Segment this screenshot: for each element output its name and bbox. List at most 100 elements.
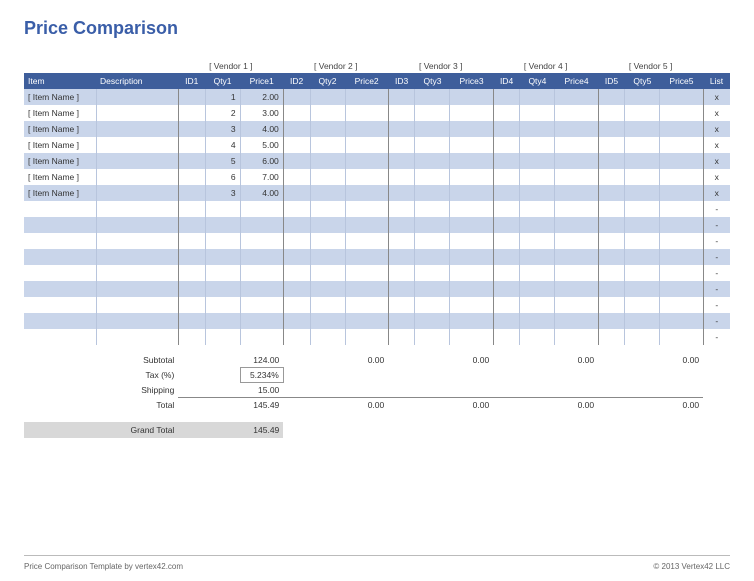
- table-cell[interactable]: [415, 249, 450, 265]
- table-cell[interactable]: [415, 201, 450, 217]
- table-cell[interactable]: [178, 233, 205, 249]
- table-cell[interactable]: [520, 265, 555, 281]
- table-cell[interactable]: [178, 105, 205, 121]
- table-cell[interactable]: [310, 105, 345, 121]
- table-cell[interactable]: [520, 297, 555, 313]
- table-cell[interactable]: 5.00: [240, 137, 283, 153]
- table-cell[interactable]: [598, 217, 625, 233]
- table-cell[interactable]: [625, 169, 660, 185]
- table-cell[interactable]: [310, 121, 345, 137]
- table-cell[interactable]: [240, 249, 283, 265]
- table-cell[interactable]: [493, 217, 520, 233]
- table-cell[interactable]: [96, 233, 178, 249]
- table-cell[interactable]: [598, 121, 625, 137]
- table-cell[interactable]: [ Item Name ]: [24, 89, 96, 105]
- table-cell[interactable]: [450, 201, 493, 217]
- table-cell[interactable]: [555, 89, 598, 105]
- table-cell[interactable]: [283, 105, 310, 121]
- table-cell[interactable]: [205, 233, 240, 249]
- table-cell[interactable]: 3.00: [240, 105, 283, 121]
- table-cell[interactable]: [450, 121, 493, 137]
- table-cell[interactable]: [660, 89, 703, 105]
- table-cell[interactable]: -: [703, 329, 730, 345]
- table-row[interactable]: -: [24, 313, 730, 329]
- table-cell[interactable]: [388, 265, 415, 281]
- table-cell[interactable]: 7.00: [240, 169, 283, 185]
- table-cell[interactable]: [388, 185, 415, 201]
- table-cell[interactable]: [520, 185, 555, 201]
- table-cell[interactable]: [240, 313, 283, 329]
- table-cell[interactable]: [493, 105, 520, 121]
- table-row[interactable]: [ Item Name ]56.00x: [24, 153, 730, 169]
- table-row[interactable]: -: [24, 249, 730, 265]
- table-cell[interactable]: [625, 121, 660, 137]
- table-cell[interactable]: [345, 89, 388, 105]
- table-cell[interactable]: [178, 185, 205, 201]
- table-cell[interactable]: -: [703, 249, 730, 265]
- table-cell[interactable]: [415, 89, 450, 105]
- table-cell[interactable]: [660, 105, 703, 121]
- table-cell[interactable]: [388, 89, 415, 105]
- table-cell[interactable]: [283, 153, 310, 169]
- table-cell[interactable]: [388, 233, 415, 249]
- table-cell[interactable]: [493, 281, 520, 297]
- table-cell[interactable]: [598, 153, 625, 169]
- table-cell[interactable]: [310, 313, 345, 329]
- table-cell[interactable]: [96, 329, 178, 345]
- table-cell[interactable]: [555, 137, 598, 153]
- table-cell[interactable]: [24, 201, 96, 217]
- table-cell[interactable]: [625, 217, 660, 233]
- table-cell[interactable]: [178, 153, 205, 169]
- table-cell[interactable]: -: [703, 313, 730, 329]
- table-cell[interactable]: [345, 201, 388, 217]
- table-cell[interactable]: [96, 249, 178, 265]
- table-cell[interactable]: [388, 297, 415, 313]
- table-cell[interactable]: [493, 201, 520, 217]
- table-cell[interactable]: [493, 89, 520, 105]
- table-cell[interactable]: [283, 249, 310, 265]
- table-cell[interactable]: [388, 137, 415, 153]
- table-cell[interactable]: [493, 329, 520, 345]
- table-cell[interactable]: [415, 281, 450, 297]
- table-cell[interactable]: [24, 281, 96, 297]
- table-cell[interactable]: [345, 249, 388, 265]
- table-cell[interactable]: -: [703, 281, 730, 297]
- table-cell[interactable]: [520, 153, 555, 169]
- table-cell[interactable]: [520, 313, 555, 329]
- table-cell[interactable]: [96, 153, 178, 169]
- table-cell[interactable]: [520, 233, 555, 249]
- table-cell[interactable]: [625, 297, 660, 313]
- table-cell[interactable]: [345, 217, 388, 233]
- table-cell[interactable]: [520, 281, 555, 297]
- table-cell[interactable]: [205, 201, 240, 217]
- table-cell[interactable]: [310, 297, 345, 313]
- table-cell[interactable]: [415, 329, 450, 345]
- table-cell[interactable]: [178, 169, 205, 185]
- table-cell[interactable]: [283, 297, 310, 313]
- table-cell[interactable]: [345, 105, 388, 121]
- table-cell[interactable]: 2.00: [240, 89, 283, 105]
- table-cell[interactable]: 4: [205, 137, 240, 153]
- table-cell[interactable]: [660, 297, 703, 313]
- table-row[interactable]: -: [24, 265, 730, 281]
- table-cell[interactable]: [205, 217, 240, 233]
- table-cell[interactable]: x: [703, 89, 730, 105]
- table-cell[interactable]: [598, 89, 625, 105]
- table-cell[interactable]: [520, 121, 555, 137]
- table-cell[interactable]: [96, 297, 178, 313]
- table-cell[interactable]: [415, 297, 450, 313]
- table-cell[interactable]: [625, 329, 660, 345]
- table-cell[interactable]: [415, 153, 450, 169]
- table-cell[interactable]: [625, 185, 660, 201]
- table-cell[interactable]: [555, 105, 598, 121]
- table-row[interactable]: -: [24, 329, 730, 345]
- table-cell[interactable]: [598, 233, 625, 249]
- table-cell[interactable]: [450, 185, 493, 201]
- table-row[interactable]: -: [24, 233, 730, 249]
- table-cell[interactable]: x: [703, 121, 730, 137]
- table-cell[interactable]: [96, 185, 178, 201]
- table-cell[interactable]: [598, 169, 625, 185]
- table-cell[interactable]: [388, 313, 415, 329]
- table-cell[interactable]: [283, 281, 310, 297]
- table-cell[interactable]: [520, 329, 555, 345]
